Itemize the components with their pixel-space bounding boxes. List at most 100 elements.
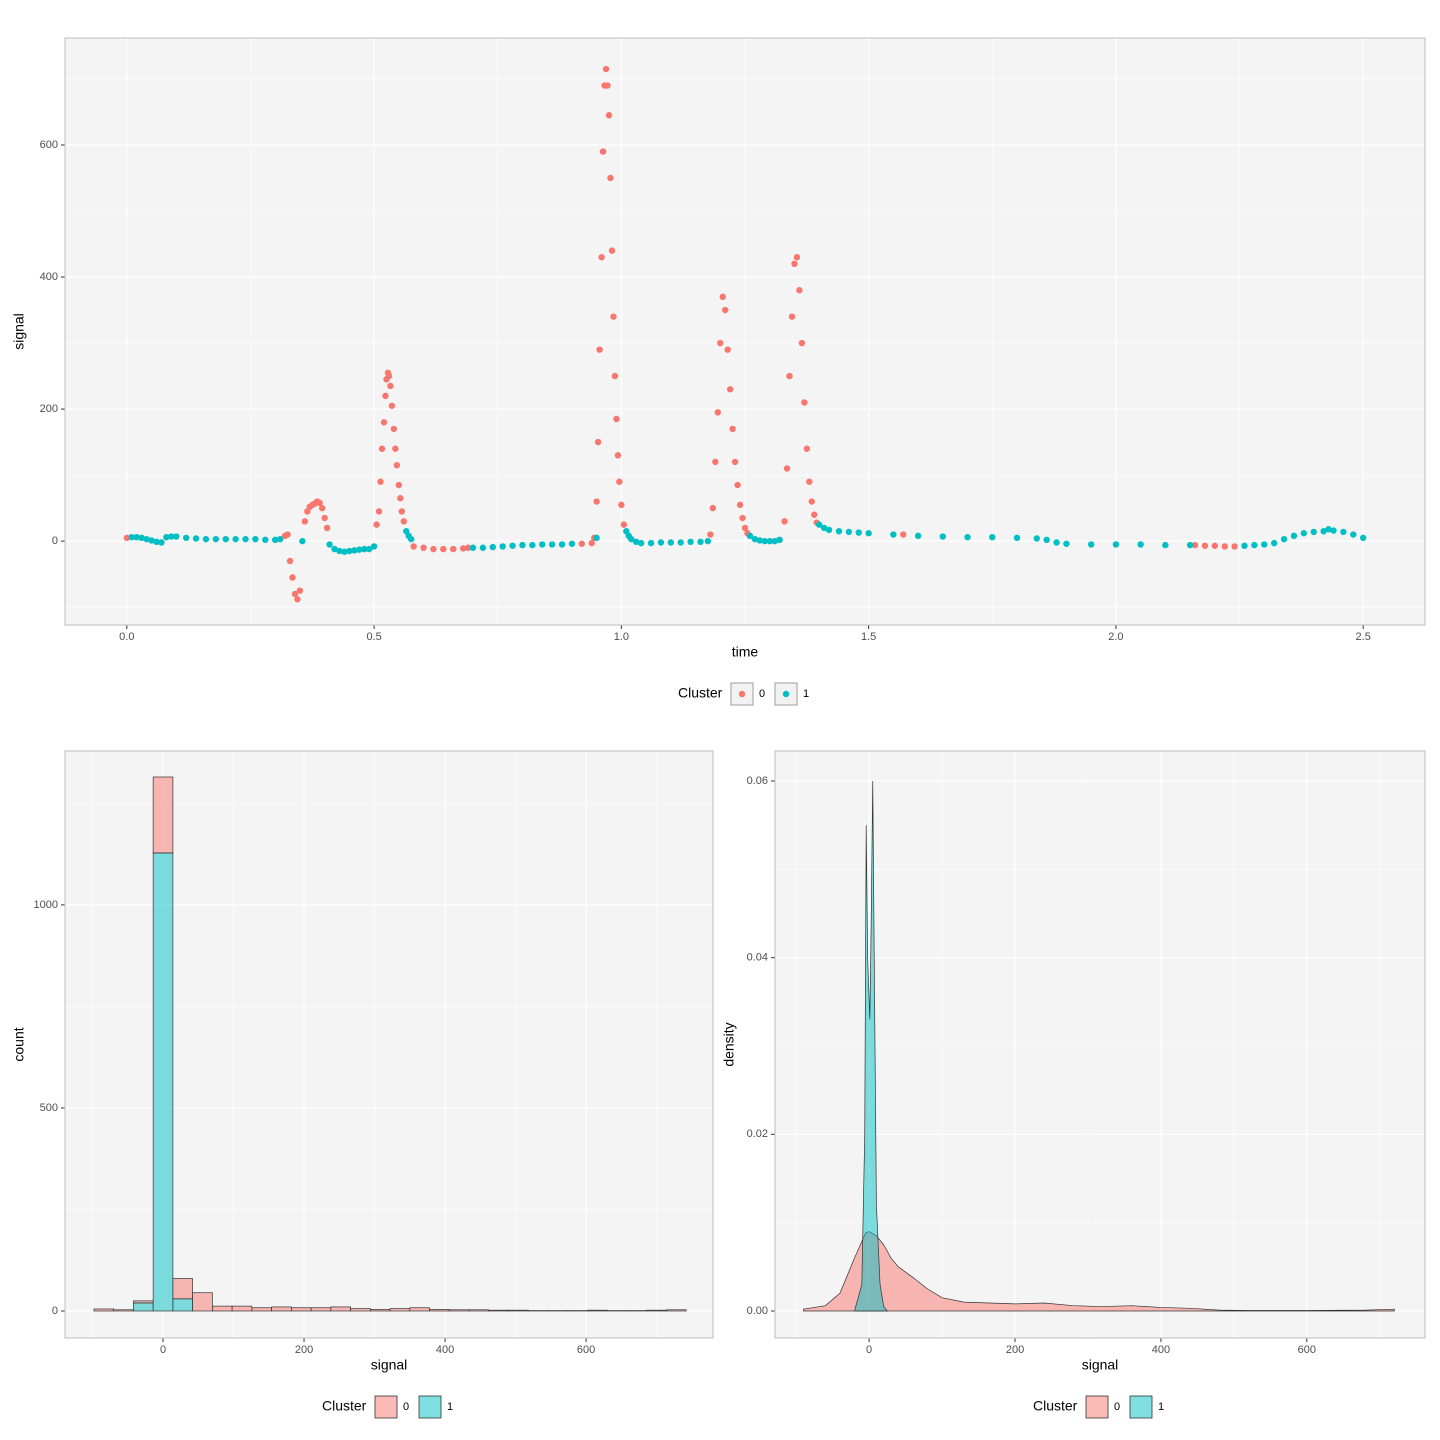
point <box>697 538 704 546</box>
point <box>568 540 576 547</box>
point <box>1325 526 1332 533</box>
point <box>578 540 585 547</box>
point <box>1162 541 1169 549</box>
point <box>677 539 684 546</box>
point <box>400 518 407 525</box>
point <box>1359 534 1367 542</box>
point <box>803 445 811 452</box>
point <box>786 372 793 380</box>
point <box>489 543 496 551</box>
point <box>1251 541 1258 549</box>
point <box>704 537 712 545</box>
point <box>377 478 384 485</box>
point <box>393 462 401 469</box>
bar <box>350 1308 371 1312</box>
x-tick-label: 0 <box>160 1344 166 1356</box>
point <box>607 174 614 182</box>
bar <box>448 1309 470 1312</box>
point <box>1013 534 1021 542</box>
bar <box>369 1309 391 1312</box>
point <box>890 531 897 538</box>
point <box>440 545 447 553</box>
y-axis-title: count <box>11 1027 27 1061</box>
point <box>294 596 301 603</box>
point <box>271 536 279 544</box>
point <box>539 541 546 548</box>
point <box>712 458 719 466</box>
legend-label: 0 <box>759 688 765 700</box>
point <box>964 533 971 541</box>
y-tick-label: 0 <box>52 1305 58 1317</box>
point <box>598 254 605 261</box>
y-tick-label: 0.06 <box>747 775 768 787</box>
point <box>593 498 600 505</box>
point <box>326 541 333 548</box>
point <box>173 533 180 540</box>
y-tick-label: 0.02 <box>747 1128 768 1140</box>
y-tick-label: 600 <box>40 139 58 151</box>
point <box>262 536 269 544</box>
point <box>286 557 294 565</box>
point <box>751 535 759 543</box>
point <box>289 574 296 581</box>
point <box>1221 543 1228 550</box>
point <box>420 544 427 551</box>
point <box>133 533 140 541</box>
point <box>430 545 437 553</box>
point <box>1053 539 1060 546</box>
point <box>633 538 640 546</box>
point <box>793 254 801 261</box>
point <box>378 445 386 452</box>
point <box>356 546 363 553</box>
legend-title: Cluster <box>678 685 723 701</box>
point <box>714 409 721 416</box>
y-axis-title: signal <box>11 313 27 350</box>
point <box>616 478 623 485</box>
panel-border <box>774 750 1426 1339</box>
point <box>771 537 778 545</box>
point <box>845 528 853 536</box>
point <box>212 535 220 543</box>
x-axis-title: signal <box>1082 1357 1119 1373</box>
bar <box>290 1307 312 1312</box>
point <box>392 445 399 452</box>
point <box>914 532 922 540</box>
x-tick-label: 0.5 <box>366 631 381 643</box>
point <box>796 287 803 294</box>
point <box>604 82 611 89</box>
legend-title: Cluster <box>1033 1398 1078 1414</box>
legend-label: 1 <box>1158 1401 1164 1413</box>
point <box>756 537 764 544</box>
point <box>375 508 383 515</box>
point <box>667 539 675 546</box>
point <box>766 537 773 545</box>
point <box>158 539 165 546</box>
point <box>252 535 259 543</box>
point <box>336 547 343 555</box>
point <box>724 346 731 353</box>
point <box>746 532 754 540</box>
point <box>1186 541 1194 549</box>
point <box>729 425 736 433</box>
x-tick-label: 400 <box>436 1344 454 1356</box>
point <box>825 526 833 534</box>
bar <box>192 1292 213 1312</box>
bar <box>231 1305 253 1312</box>
point <box>373 521 380 528</box>
point <box>410 543 417 550</box>
x-tick-label: 600 <box>577 1344 595 1356</box>
bar <box>212 1305 233 1312</box>
bar <box>172 1298 193 1312</box>
point <box>390 425 398 433</box>
y-tick-label: 0 <box>52 535 58 547</box>
point <box>365 545 373 553</box>
point <box>734 481 741 489</box>
bar <box>133 1300 154 1304</box>
bar <box>389 1308 411 1312</box>
point <box>346 547 353 555</box>
point <box>128 533 135 541</box>
bar <box>488 1309 509 1312</box>
point <box>464 544 472 551</box>
point <box>1330 527 1337 534</box>
